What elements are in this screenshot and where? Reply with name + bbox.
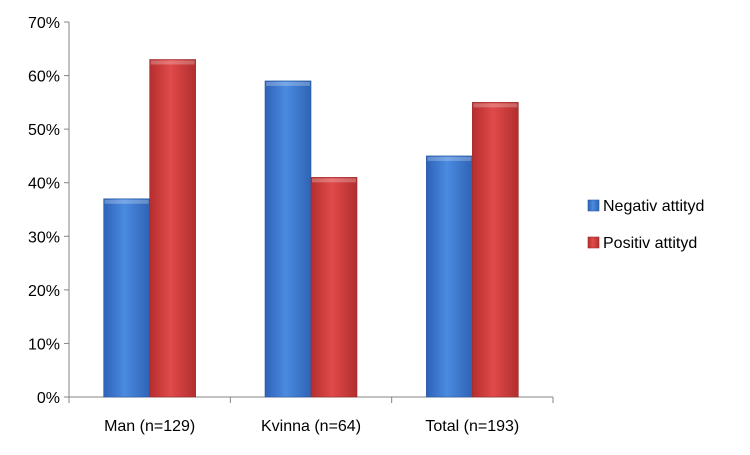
y-tick-label: 40%	[28, 176, 60, 193]
bar-negativ-2	[426, 155, 473, 398]
y-ticks: 0% 10% 20% 30% 40% 50% 60% 70%	[28, 15, 69, 407]
bar-negativ-1	[264, 80, 312, 398]
bar-highlight	[266, 81, 310, 86]
y-tick-label: 0%	[37, 390, 60, 407]
bar-highlight	[312, 178, 356, 183]
legend-label-1: Positiv attityd	[603, 235, 697, 252]
bar-negativ-0	[103, 198, 150, 398]
legend-swatch-1	[587, 236, 600, 249]
y-tick-label: 10%	[28, 336, 60, 353]
x-ticks: Man (n=129) Kvinna (n=64) Total (n=193)	[68, 397, 554, 435]
legend-swatch-0	[587, 199, 600, 212]
y-tick-label: 20%	[28, 283, 60, 300]
bars	[103, 59, 519, 398]
bar-highlight	[150, 60, 195, 65]
x-tick-label: Total (n=193)	[425, 418, 519, 435]
bar-highlight	[104, 199, 149, 204]
bar-positiv-0	[149, 59, 196, 398]
bar-positiv-2	[472, 102, 519, 398]
legend: Negativ attityd Positiv attityd	[587, 198, 704, 252]
y-tick-label: 50%	[28, 122, 60, 139]
legend-label-0: Negativ attityd	[603, 198, 704, 215]
y-tick-label: 30%	[28, 229, 60, 246]
y-tick-label: 60%	[28, 69, 60, 86]
x-tick-label: Man (n=129)	[104, 418, 195, 435]
bar-positiv-1	[310, 177, 358, 398]
bar-highlight	[427, 156, 472, 161]
bar-highlight	[473, 103, 518, 108]
x-tick-label: Kvinna (n=64)	[261, 418, 361, 435]
y-tick-label: 70%	[28, 15, 60, 32]
